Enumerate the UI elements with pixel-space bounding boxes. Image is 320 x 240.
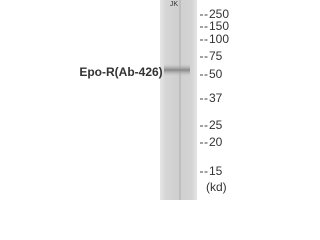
band-label: Epo-R(Ab-426)	[79, 65, 162, 79]
lane-label: JK	[170, 1, 179, 8]
marker-label: 250	[209, 7, 229, 21]
protein-band	[164, 64, 190, 76]
unit-label: (kd)	[206, 180, 227, 194]
marker-label: 50	[209, 67, 223, 81]
marker-label: 20	[209, 135, 223, 149]
marker-label: 25	[209, 118, 223, 132]
marker-label: 100	[209, 32, 229, 46]
marker-label: 75	[209, 49, 223, 63]
marker-label: 150	[209, 19, 229, 33]
marker-label: 37	[209, 91, 223, 105]
blot-lane	[160, 0, 197, 200]
marker-label: 15	[209, 164, 223, 178]
